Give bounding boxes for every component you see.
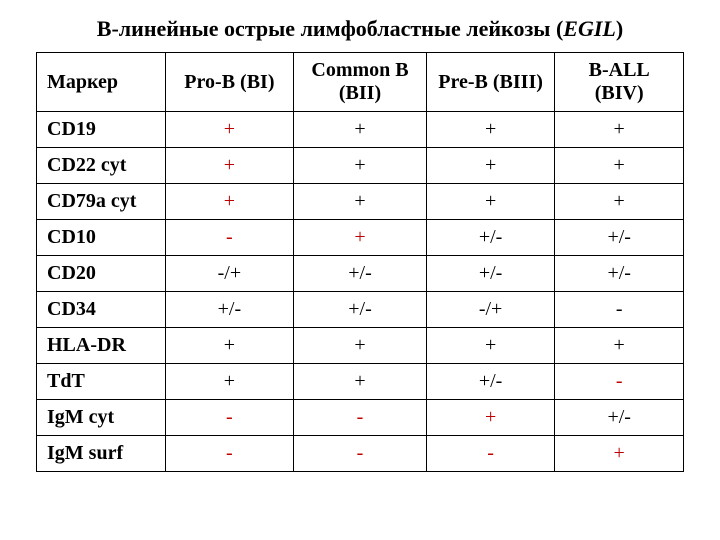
marker-name: CD22 cyt — [37, 148, 166, 184]
markers-table: Маркер Pro-B (BI) Common B (BII) Pre-B (… — [36, 52, 684, 472]
table-row: IgM cyt--++/- — [37, 400, 684, 436]
table-row: CD20-/++/-+/-+/- — [37, 256, 684, 292]
title-main: В-линейные острые лимфобластные лейкозы … — [97, 16, 564, 41]
marker-name: CD34 — [37, 292, 166, 328]
marker-value: - — [165, 400, 294, 436]
marker-value: +/- — [294, 256, 427, 292]
marker-value: + — [426, 328, 555, 364]
marker-value: + — [555, 328, 684, 364]
marker-value: + — [426, 112, 555, 148]
table-row: CD22 cyt++++ — [37, 148, 684, 184]
marker-value: + — [165, 112, 294, 148]
title-italic: EGIL — [563, 16, 616, 41]
marker-value: + — [426, 184, 555, 220]
table-row: CD34+/-+/--/+- — [37, 292, 684, 328]
col-header-common-b: Common B (BII) — [294, 53, 427, 112]
marker-name: CD79a cyt — [37, 184, 166, 220]
marker-name: HLA-DR — [37, 328, 166, 364]
table-row: TdT+++/-- — [37, 364, 684, 400]
marker-value: - — [426, 436, 555, 472]
marker-value: + — [555, 112, 684, 148]
marker-value: + — [165, 364, 294, 400]
table-row: CD79a cyt++++ — [37, 184, 684, 220]
marker-value: + — [294, 220, 427, 256]
marker-value: +/- — [294, 292, 427, 328]
marker-value: + — [165, 184, 294, 220]
table-body: CD19++++CD22 cyt++++CD79a cyt++++CD10-++… — [37, 112, 684, 472]
marker-value: +/- — [555, 400, 684, 436]
marker-name: CD20 — [37, 256, 166, 292]
marker-value: + — [294, 112, 427, 148]
marker-value: - — [555, 364, 684, 400]
marker-value: +/- — [426, 364, 555, 400]
marker-value: - — [555, 292, 684, 328]
marker-value: + — [165, 148, 294, 184]
marker-value: - — [294, 400, 427, 436]
marker-value: + — [294, 328, 427, 364]
marker-value: + — [294, 364, 427, 400]
marker-value: + — [165, 328, 294, 364]
marker-name: IgM surf — [37, 436, 166, 472]
marker-name: CD19 — [37, 112, 166, 148]
marker-value: - — [165, 220, 294, 256]
marker-value: + — [555, 148, 684, 184]
table-header-row: Маркер Pro-B (BI) Common B (BII) Pre-B (… — [37, 53, 684, 112]
marker-name: TdT — [37, 364, 166, 400]
table-row: CD19++++ — [37, 112, 684, 148]
marker-value: +/- — [555, 220, 684, 256]
marker-value: +/- — [165, 292, 294, 328]
marker-value: +/- — [426, 256, 555, 292]
marker-value: + — [426, 148, 555, 184]
col-header-marker: Маркер — [37, 53, 166, 112]
col-header-b-all: B-ALL (BIV) — [555, 53, 684, 112]
marker-value: - — [294, 436, 427, 472]
title-tail: ) — [616, 16, 623, 41]
marker-value: + — [294, 148, 427, 184]
marker-name: CD10 — [37, 220, 166, 256]
col-header-pro-b: Pro-B (BI) — [165, 53, 294, 112]
marker-value: -/+ — [165, 256, 294, 292]
table-row: IgM surf---+ — [37, 436, 684, 472]
col-header-pre-b: Pre-B (BIII) — [426, 53, 555, 112]
marker-name: IgM cyt — [37, 400, 166, 436]
marker-value: + — [555, 436, 684, 472]
marker-value: +/- — [555, 256, 684, 292]
marker-value: + — [426, 400, 555, 436]
table-row: HLA-DR++++ — [37, 328, 684, 364]
table-row: CD10-++/-+/- — [37, 220, 684, 256]
marker-value: + — [294, 184, 427, 220]
marker-value: + — [555, 184, 684, 220]
marker-value: +/- — [426, 220, 555, 256]
marker-value: -/+ — [426, 292, 555, 328]
page-title: В-линейные острые лимфобластные лейкозы … — [36, 16, 684, 42]
marker-value: - — [165, 436, 294, 472]
